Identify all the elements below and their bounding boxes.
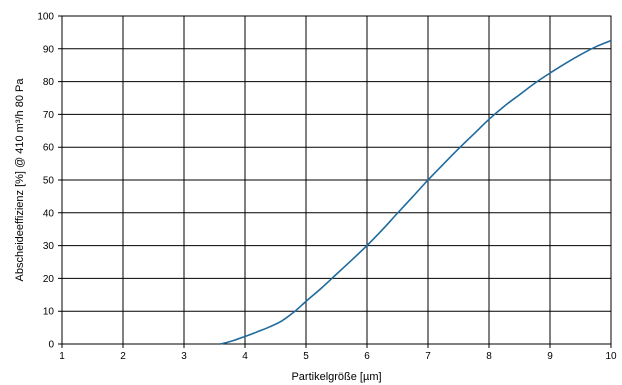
- y-tick-labels: 0 10 20 30 40 50 60 70 80 90 100: [37, 12, 54, 351]
- x-tick-label: 1: [59, 351, 65, 362]
- y-tick-label: 10: [43, 307, 55, 318]
- y-tick-label: 70: [43, 110, 55, 121]
- x-tick-label: 6: [364, 351, 370, 362]
- x-axis-label: Partikelgröße [µm]: [291, 371, 381, 383]
- y-tick-label: 100: [37, 12, 54, 23]
- x-tick-label: 3: [181, 351, 187, 362]
- y-tick-label: 50: [43, 176, 55, 187]
- series-line: [220, 39, 612, 345]
- x-tick-label: 4: [242, 351, 248, 362]
- x-tick-label: 8: [486, 351, 492, 362]
- y-tick-label: 20: [43, 274, 55, 285]
- grid-lines: [58, 15, 612, 348]
- y-tick-label: 80: [43, 77, 55, 88]
- y-tick-label: 60: [43, 143, 55, 154]
- y-tick-label: 30: [43, 241, 55, 252]
- y-tick-label: 40: [43, 208, 55, 219]
- y-axis-label: Abscheideeffizienz [%] @ 410 m³/h 80 Pa: [14, 78, 26, 282]
- x-tick-label: 7: [425, 351, 431, 362]
- plot-frame: [61, 15, 612, 345]
- y-tick-label: 90: [43, 44, 55, 55]
- x-tick-label: 5: [303, 351, 309, 362]
- x-tick-label: 10: [605, 351, 617, 362]
- x-tick-labels: 1 2 3 4 5 6 7 8 9 10: [59, 351, 617, 362]
- x-tick-label: 9: [547, 351, 553, 362]
- x-tick-label: 2: [120, 351, 126, 362]
- y-tick-label: 0: [48, 340, 54, 351]
